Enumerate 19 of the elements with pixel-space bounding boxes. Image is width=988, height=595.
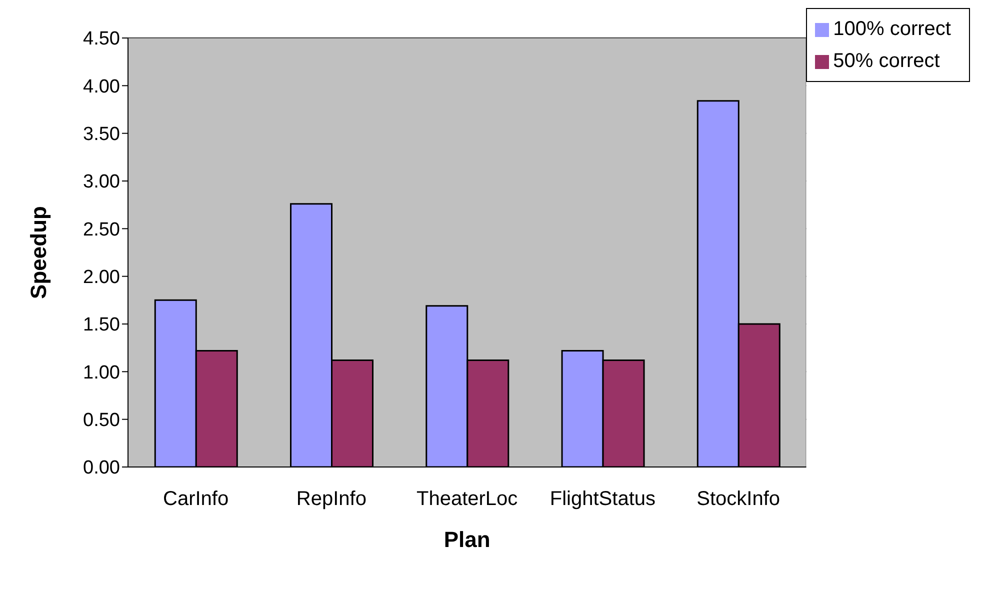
y-tick-label: 2.50 — [83, 219, 120, 240]
y-tick-label: 4.00 — [83, 76, 120, 98]
legend-label: 100% correct — [833, 18, 951, 40]
legend-label: 50% correct — [833, 50, 940, 72]
y-tick-label: 0.00 — [83, 458, 120, 479]
x-tick-label: TheaterLoc — [416, 488, 518, 510]
y-tick-label: 4.50 — [83, 28, 120, 50]
y-tick-label: 1.50 — [83, 314, 120, 336]
y-axis-title: Speedup — [26, 206, 51, 299]
x-axis-title: Plan — [444, 527, 490, 552]
y-tick-label: 2.00 — [83, 267, 120, 288]
y-tick-label: 3.50 — [83, 124, 120, 146]
x-tick-label: FlightStatus — [550, 488, 656, 510]
x-tick-label: StockInfo — [696, 488, 780, 510]
x-tick-label: CarInfo — [163, 488, 229, 510]
y-tick-label: 0.50 — [83, 410, 120, 432]
y-tick-label: 1.00 — [83, 362, 120, 384]
y-tick-label: 3.00 — [83, 172, 120, 193]
x-tick-label: RepInfo — [296, 488, 366, 510]
